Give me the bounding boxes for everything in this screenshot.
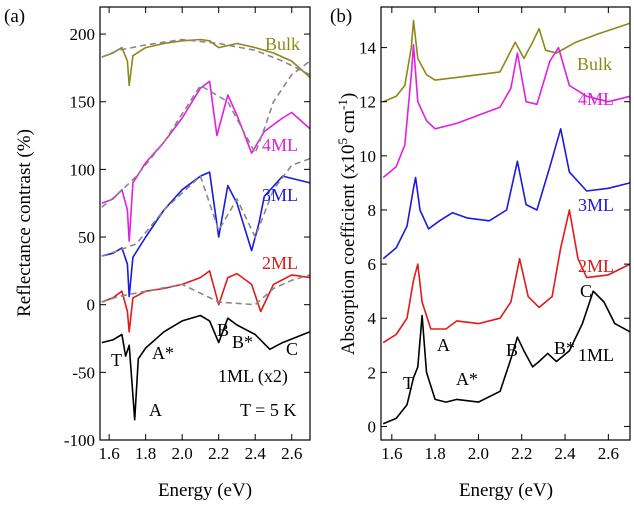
- panel-a-series-1mlx2-line: [101, 314, 311, 421]
- panel-a-reflectance: 1.6 1.8 2.0 2.2 2.4 2.6 -100 -50 0 50 100 150 200 (a…: [4, 6, 311, 501]
- panel-b-series-3ml-line: [382, 128, 631, 260]
- panel-b-xtick-label: 2.0: [468, 444, 489, 463]
- label-b-2ml: 2ML: [578, 256, 614, 276]
- panel-a-ytick-label: -100: [64, 431, 95, 450]
- panel-a-ytick-label: 0: [87, 296, 96, 315]
- label-b-Astar: A*: [456, 369, 478, 389]
- panel-b-ylabel-end: ): [338, 93, 359, 99]
- panel-b-ytick-label: 2: [368, 363, 377, 382]
- panel-a-label: (a): [4, 6, 25, 27]
- label-b-4ml: 4ML: [578, 89, 614, 109]
- panel-a-xtick-label: 2.2: [208, 444, 229, 463]
- panel-b-ylabel-main: Absorption coefficient (x10: [338, 144, 359, 355]
- label-b-bulk: Bulk: [577, 54, 612, 74]
- panel-b-ytick-label: 12: [359, 93, 376, 112]
- panel-b-plot-frame: [380, 6, 631, 441]
- label-a-temp: T = 5 K: [240, 400, 296, 420]
- panel-a-fit-2ml-dashed-line: [101, 274, 311, 306]
- label-a-Astar: A*: [152, 343, 174, 363]
- panel-a-fit-3ml-dashed-line: [101, 157, 311, 257]
- label-a-1ml: 1ML (x2): [218, 366, 288, 387]
- panel-b-ytick-label: 10: [359, 147, 376, 166]
- panel-b-xtick-label: 1.6: [381, 444, 402, 463]
- panel-a-ytick-label: -50: [72, 363, 95, 382]
- panel-a-fit-bulk-dashed-line: [101, 38, 311, 76]
- panel-b-ytick-label: 4: [368, 309, 377, 328]
- panel-a-series-4ml-line: [101, 80, 311, 242]
- panel-a-fit-4ml-dashed-line: [101, 60, 311, 208]
- panel-b-ytick-label: 6: [368, 255, 377, 274]
- label-b-1ml: 1ML: [578, 345, 614, 365]
- label-b-T: T: [403, 373, 414, 393]
- label-b-B: B: [506, 340, 518, 360]
- panel-a-series-group: [101, 38, 311, 421]
- panel-a-ticks-group: 1.6 1.8 2.0 2.2 2.4 2.6 -100 -50 0 50 100 150 200: [64, 7, 310, 463]
- panel-b-ylabel: Absorption coefficient (x105 cm-1): [335, 93, 359, 355]
- label-b-Bstar: B*: [554, 338, 575, 358]
- label-a-A: A: [149, 400, 162, 420]
- panel-a-plot-frame: [99, 6, 311, 441]
- panel-a-xlabel: Energy (eV): [158, 480, 252, 501]
- panel-b-series-4ml-line: [382, 44, 631, 179]
- panel-a-ytick-label: 100: [70, 160, 96, 179]
- panel-b-series-2ml-line: [382, 209, 631, 344]
- panel-b-ticks-group: 1.6 1.8 2.0 2.2 2.4 2.6 0 2 4 6 8 10 12 14: [359, 7, 630, 463]
- panel-a-ylabel: Reflectance contrast (%): [14, 129, 35, 317]
- label-a-2ml: 2ML: [262, 253, 298, 273]
- label-a-bulk: Bulk: [265, 34, 300, 54]
- label-a-4ml: 4ML: [262, 135, 298, 155]
- label-a-T: T: [111, 350, 122, 370]
- panel-a-ytick-label: 200: [70, 25, 96, 44]
- panel-b-ytick-label: 14: [359, 39, 377, 58]
- panel-b-ytick-label: 8: [368, 201, 377, 220]
- label-b-3ml: 3ML: [578, 195, 614, 215]
- panel-b-xtick-label: 2.4: [554, 444, 576, 463]
- panel-a-xtick-label: 2.4: [245, 444, 267, 463]
- label-b-A: A: [437, 335, 450, 355]
- panel-b-ylabel-mid: cm: [338, 110, 359, 138]
- panel-a-xtick-label: 2.0: [172, 444, 193, 463]
- panel-a-xtick-label: 1.8: [135, 444, 156, 463]
- panel-a-ytick-label: 150: [70, 93, 96, 112]
- panel-b-xlabel: Energy (eV): [459, 480, 553, 501]
- panel-b-ylabel-sup2: -1: [335, 99, 350, 110]
- label-a-3ml: 3ML: [262, 185, 298, 205]
- label-b-C: C: [580, 281, 592, 301]
- panel-a-ytick-label: 50: [78, 228, 95, 247]
- panel-b-ylabel-sup1: 5: [335, 138, 350, 145]
- label-a-B: B: [217, 320, 229, 340]
- panel-a-series-bulk-line: [101, 38, 311, 87]
- label-a-Bstar: B*: [232, 332, 253, 352]
- panel-b-series-group: [382, 19, 631, 425]
- panel-a-xtick-label: 2.6: [281, 444, 302, 463]
- panel-b-xtick-label: 1.8: [425, 444, 446, 463]
- panel-a-series-2ml-line: [101, 270, 311, 333]
- panel-b-absorption: 1.6 1.8 2.0 2.2 2.4 2.6 0 2 4 6 8 10 12 14 (b) Bulk 4…: [330, 6, 631, 501]
- panel-b-ytick-label: 0: [368, 417, 377, 436]
- panel-a-xtick-label: 1.6: [99, 444, 120, 463]
- panel-b-xtick-label: 2.2: [511, 444, 532, 463]
- panel-b-label: (b): [330, 6, 352, 27]
- panel-b-xtick-label: 2.6: [598, 444, 619, 463]
- label-a-C: C: [286, 339, 298, 359]
- panel-b-series-1ml-line: [382, 290, 631, 425]
